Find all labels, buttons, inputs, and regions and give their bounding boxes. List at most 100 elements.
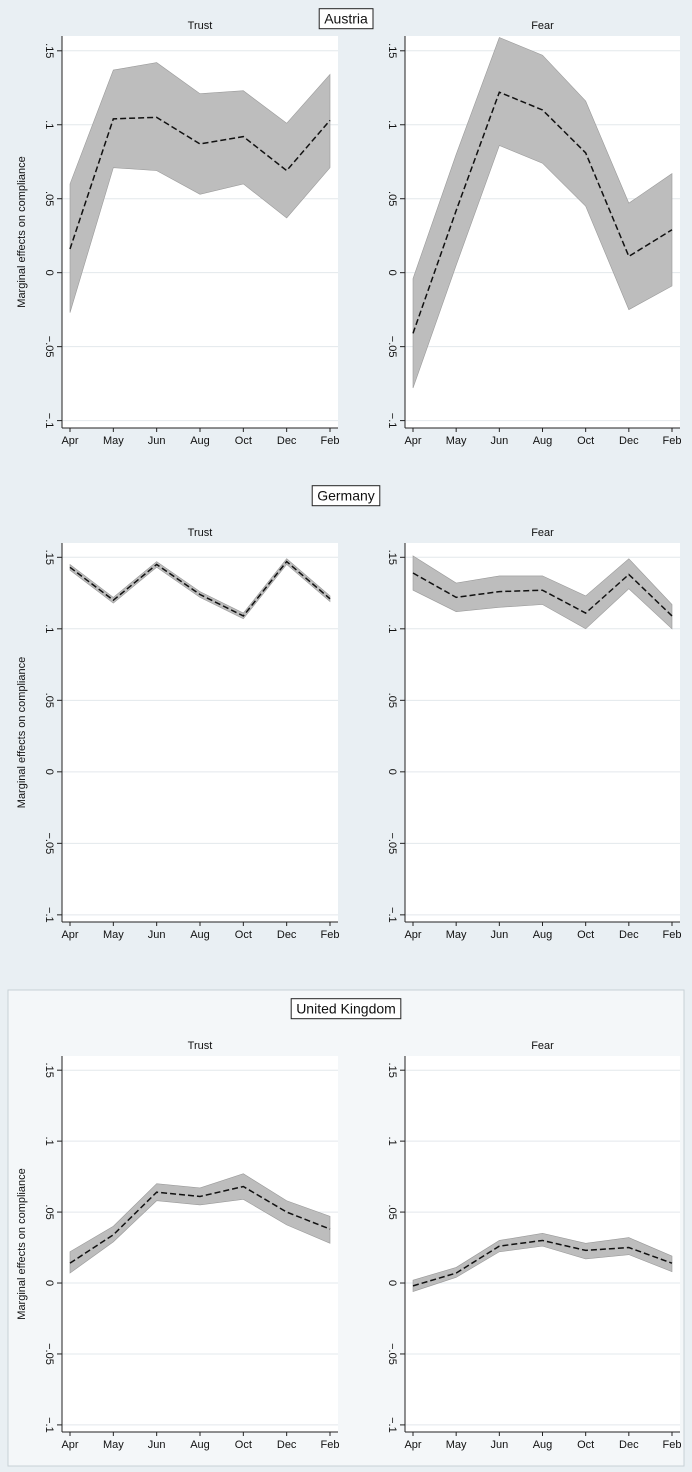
y-tick-label: .1 [386,1137,398,1146]
y-tick-label: .1 [386,624,398,633]
panel-title: Fear [531,527,554,539]
x-tick-label: Dec [619,435,639,447]
y-tick-label: −.05 [43,1343,55,1365]
group-title-box [318,8,374,30]
plot-area [62,543,338,922]
y-tick-label: .15 [43,43,55,58]
group-title: United Kingdom [296,1001,396,1017]
y-tick-label: .1 [43,624,55,633]
confidence-band [412,1233,673,1292]
y-tick-label: .15 [386,1063,398,1078]
confidence-band [412,555,673,630]
y-tick-label: −.05 [386,832,398,854]
x-tick-label: Apr [404,1439,421,1451]
x-tick-label: May [103,435,124,447]
x-tick-label: Feb [321,1439,340,1451]
x-tick-label: Aug [533,929,553,941]
x-tick-label: Feb [321,929,340,941]
confidence-band [69,62,331,313]
y-tick-label: 0 [386,1280,398,1286]
y-tick-label: .05 [43,693,55,708]
y-tick-label: −.05 [43,832,55,854]
y-tick-label: .1 [43,120,55,129]
y-tick-label: 0 [386,270,398,276]
y-tick-label: −.05 [386,336,398,358]
x-tick-label: Aug [190,929,210,941]
x-tick-label: Aug [190,435,210,447]
x-tick-label: Feb [663,929,682,941]
group-title-box [311,485,381,507]
x-tick-label: Aug [533,435,553,447]
x-tick-label: Aug [190,1439,210,1451]
x-tick-label: Jun [490,929,508,941]
y-tick-label: .15 [386,550,398,565]
panel-title: Fear [531,20,554,32]
confidence-band [412,37,673,389]
x-tick-label: Jun [490,1439,508,1451]
y-tick-label: .1 [43,1137,55,1146]
y-tick-label: .15 [43,550,55,565]
panel-title: Trust [188,1040,213,1052]
x-tick-label: Apr [61,435,78,447]
x-tick-label: Dec [277,1439,297,1451]
x-tick-label: Oct [577,435,594,447]
x-tick-label: Apr [404,435,421,447]
y-tick-label: .05 [43,1204,55,1219]
y-tick-label: .15 [43,1063,55,1078]
x-tick-label: Dec [277,929,297,941]
y-tick-label: −.1 [43,413,55,429]
x-tick-label: Dec [619,929,639,941]
x-tick-label: Feb [663,435,682,447]
x-tick-label: Dec [619,1439,639,1451]
y-tick-label: .05 [43,191,55,206]
x-tick-label: Apr [61,1439,78,1451]
x-tick-label: May [446,435,467,447]
y-tick-label: 0 [43,1280,55,1286]
x-tick-label: Feb [663,1439,682,1451]
y-tick-label: 0 [43,270,55,276]
panel-title: Trust [188,527,213,539]
y-tick-label: −.1 [43,1417,55,1433]
y-tick-label: 0 [43,769,55,775]
x-tick-label: May [103,929,124,941]
x-tick-label: Oct [577,1439,594,1451]
x-tick-label: May [446,929,467,941]
y-tick-label: .05 [386,1204,398,1219]
y-tick-label: −.05 [43,336,55,358]
x-tick-label: Aug [533,1439,553,1451]
mean-line [412,91,673,334]
y-axis-label: Marginal effects on compliance [16,1168,28,1319]
mean-line [69,116,331,250]
y-tick-label: −.05 [386,1343,398,1365]
y-tick-label: .1 [386,120,398,129]
x-tick-label: Oct [577,929,594,941]
x-tick-label: Apr [404,929,421,941]
mean-line [69,1185,331,1264]
y-tick-label: −.1 [386,1417,398,1433]
panel-title: Trust [188,20,213,32]
x-tick-label: May [446,1439,467,1451]
y-tick-label: .15 [386,43,398,58]
y-tick-label: .05 [386,191,398,206]
y-tick-label: 0 [386,769,398,775]
y-tick-label: −.1 [386,907,398,923]
confidence-band [69,558,331,620]
x-tick-label: Dec [277,435,297,447]
mean-line [412,1239,673,1287]
x-tick-label: Feb [321,435,340,447]
panel-title: Fear [531,1040,554,1052]
mean-line [412,572,673,617]
group-title: Austria [324,11,368,27]
x-tick-label: Jun [148,929,166,941]
x-tick-label: Oct [235,435,252,447]
x-tick-label: Apr [61,929,78,941]
x-tick-label: Jun [490,435,508,447]
x-tick-label: May [103,1439,124,1451]
group-title: Germany [317,488,375,504]
y-tick-label: −.1 [386,413,398,429]
y-axis-label: Marginal effects on compliance [16,657,28,808]
x-tick-label: Jun [148,435,166,447]
x-tick-label: Oct [235,1439,252,1451]
